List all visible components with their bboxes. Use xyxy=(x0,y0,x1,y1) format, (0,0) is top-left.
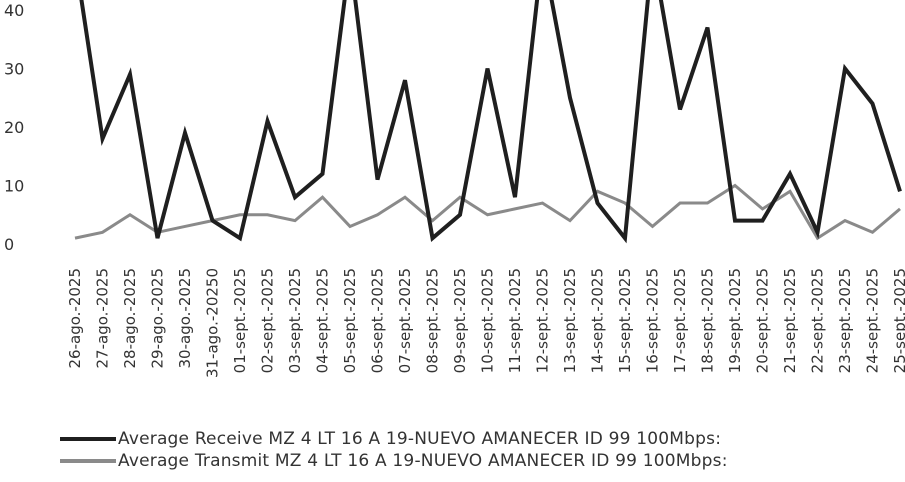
y-tick-label: 40 xyxy=(4,1,24,20)
x-tick-label: 27-ago.-2025 xyxy=(94,268,112,368)
legend-item-transmit: Average Transmit MZ 4 LT 16 A 19-NUEVO A… xyxy=(60,450,900,472)
line-chart: 0102030405060 26-ago.-202527-ago.-202528… xyxy=(4,0,905,378)
x-tick-label: 11-sept.-2025 xyxy=(506,268,524,373)
legend-label-receive: Average Receive MZ 4 LT 16 A 19-NUEVO AM… xyxy=(118,429,722,449)
legend-label-transmit: Average Transmit MZ 4 LT 16 A 19-NUEVO A… xyxy=(118,451,728,471)
y-axis: 0102030405060 xyxy=(4,1,24,254)
x-tick-label: 12-sept.-2025 xyxy=(534,268,552,373)
x-tick-label: 09-sept.-2025 xyxy=(451,268,469,373)
x-tick-label: 02-sept.-2025 xyxy=(259,268,277,373)
y-tick-label: 20 xyxy=(4,118,24,137)
x-tick-label: 25-sept.-2025 xyxy=(891,268,905,373)
x-tick-label: 03-sept.-2025 xyxy=(286,268,304,373)
x-tick-label: 31-ago.-20250 xyxy=(204,268,222,378)
x-tick-label: 18-sept.-2025 xyxy=(699,268,717,373)
plot-area xyxy=(74,0,902,244)
x-tick-label: 07-sept.-2025 xyxy=(396,268,414,373)
x-tick-label: 14-sept.-2025 xyxy=(589,268,607,373)
x-tick-label: 04-sept.-2025 xyxy=(314,268,332,373)
legend: Average Receive MZ 4 LT 16 A 19-NUEVO AM… xyxy=(60,428,900,472)
y-tick-label: 0 xyxy=(4,235,14,254)
x-tick-label: 08-sept.-2025 xyxy=(424,268,442,373)
x-tick-label: 17-sept.-2025 xyxy=(671,268,689,373)
x-tick-label: 16-sept.-2025 xyxy=(644,268,662,373)
x-tick-label: 30-ago.-2025 xyxy=(176,268,194,368)
y-tick-label: 10 xyxy=(4,177,24,196)
legend-item-receive: Average Receive MZ 4 LT 16 A 19-NUEVO AM… xyxy=(60,428,900,450)
x-tick-label: 01-sept.-2025 xyxy=(231,268,249,373)
x-tick-label: 20-sept.-2025 xyxy=(754,268,772,373)
x-tick-label: 13-sept.-2025 xyxy=(561,268,579,373)
x-axis: 26-ago.-2025 27-ago.-2025 28-ago.-2025 29-a… xyxy=(66,268,905,378)
x-tick-label: 10-sept.-2025 xyxy=(479,268,497,373)
x-tick-label: 24-sept.-2025 xyxy=(864,268,882,373)
series-line-receive xyxy=(79,0,902,244)
x-tick-label: 29-ago.-2025 xyxy=(149,268,167,368)
legend-swatch-receive xyxy=(60,437,116,441)
x-tick-label: 21-sept.-2025 xyxy=(781,268,799,373)
y-tick-label: 30 xyxy=(4,60,24,79)
x-tick-label: 26-ago.-2025 xyxy=(66,268,84,368)
x-tick-label: 23-sept.-2025 xyxy=(836,268,854,373)
x-tick-label: 15-sept.-2025 xyxy=(616,268,634,373)
x-tick-label: 28-ago.-2025 xyxy=(121,268,139,368)
x-tick-label: 22-sept.-2025 xyxy=(809,268,827,373)
x-tick-label: 19-sept.-2025 xyxy=(726,268,744,373)
x-tick-label: 06-sept.-2025 xyxy=(369,268,387,373)
legend-swatch-transmit xyxy=(60,459,116,463)
x-tick-label: 05-sept.-2025 xyxy=(341,268,359,373)
